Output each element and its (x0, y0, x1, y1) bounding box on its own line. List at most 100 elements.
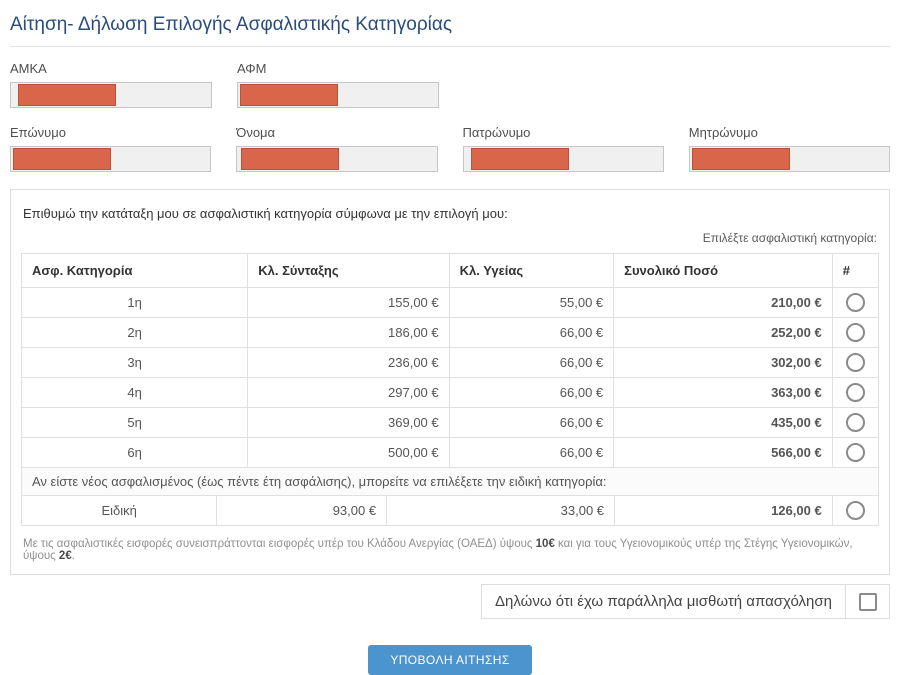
title-divider (10, 46, 890, 47)
pension-cell: 155,00 € (247, 287, 450, 318)
note-text: . (71, 550, 75, 562)
col-header-total: Συνολικό Ποσό (613, 253, 833, 288)
pension-cell: 297,00 € (247, 377, 450, 408)
total-cell: 302,00 € (613, 347, 833, 378)
category-cell: 6η (20, 437, 249, 468)
radio-cell (831, 407, 880, 438)
declaration-checkbox-cell (845, 585, 889, 618)
special-table-row: Ειδική 93,00 € 33,00 € 126,00 € (20, 495, 880, 526)
note-text: και για τους Υγειονομικούς υπέρ της Στέγ… (23, 538, 853, 562)
afm-input[interactable] (237, 82, 439, 108)
contributions-note: Με τις ασφαλιστικές εισφορές συνεισπράττ… (21, 526, 879, 562)
redacted-value (241, 148, 340, 170)
panel-intro-text: Επιθυμώ την κατάταξη μου σε ασφαλιστική … (23, 206, 508, 221)
select-category-hint: Επιλέξτε ασφαλιστική κατηγορία: (702, 231, 877, 245)
col-header-category: Ασφ. Κατηγορία (20, 253, 249, 288)
declaration-row: Δηλώνω ότι έχω παράλληλα μισθωτή απασχόλ… (10, 584, 890, 619)
declaration-box: Δηλώνω ότι έχω παράλληλα μισθωτή απασχόλ… (480, 584, 890, 619)
pension-cell: 236,00 € (247, 347, 450, 378)
special-category-table: Αν είστε νέος ασφαλισμένος (έως πέντε έτ… (20, 467, 880, 526)
amka-input[interactable] (10, 82, 212, 108)
redacted-value (13, 148, 111, 170)
field-surname: Επώνυμο (10, 125, 212, 172)
pension-cell: 186,00 € (247, 317, 450, 348)
category-radio-5[interactable] (845, 413, 865, 432)
category-radio-3[interactable] (845, 353, 865, 372)
field-amka: ΑΜΚΑ (10, 61, 212, 108)
category-cell: 2η (20, 317, 249, 348)
table-row: 2η 186,00 € 66,00 € 252,00 € (20, 317, 880, 348)
field-row-names: Επώνυμο Όνομα Πατρώνυμο Μητρώνυμο (10, 125, 890, 172)
total-cell: 363,00 € (613, 377, 833, 408)
table-header-row: Ασφ. Κατηγορία Κλ. Σύνταξης Κλ. Υγείας Σ… (20, 253, 880, 288)
health-cell: 55,00 € (448, 287, 615, 318)
field-label: ΑΦΜ (237, 61, 267, 76)
field-afm: ΑΦΜ (237, 61, 439, 108)
note-text: Με τις ασφαλιστικές εισφορές συνεισπράττ… (23, 538, 536, 550)
category-table: Ασφ. Κατηγορία Κλ. Σύνταξης Κλ. Υγείας Σ… (20, 253, 880, 468)
radio-cell (831, 347, 880, 378)
total-cell: 435,00 € (613, 407, 833, 438)
radio-cell (831, 317, 880, 348)
category-radio-2[interactable] (845, 323, 865, 342)
field-label: Επώνυμο (10, 125, 66, 140)
field-label: ΑΜΚΑ (10, 61, 47, 76)
note-amount-stegi: 2€ (58, 550, 72, 562)
category-radio-4[interactable] (845, 383, 865, 402)
col-header-pension: Κλ. Σύνταξης (247, 253, 450, 288)
field-label: Πατρώνυμο (462, 125, 531, 140)
redacted-value (691, 148, 790, 170)
firstname-input[interactable] (236, 146, 438, 172)
health-cell: 66,00 € (448, 437, 615, 468)
health-cell: 66,00 € (448, 377, 615, 408)
pension-cell: 369,00 € (247, 407, 450, 438)
total-cell: 566,00 € (613, 437, 833, 468)
special-note-text: Αν είστε νέος ασφαλισμένος (έως πέντε έτ… (21, 467, 879, 496)
redacted-value (240, 84, 338, 106)
table-row: 1η 155,00 € 55,00 € 210,00 € (20, 287, 880, 318)
page-title: Αίτηση- Δήλωση Επιλογής Ασφαλιστικής Κατ… (10, 14, 453, 35)
table-row: 5η 369,00 € 66,00 € 435,00 € (20, 407, 880, 438)
category-radio-1[interactable] (845, 293, 865, 312)
total-cell: 252,00 € (613, 317, 833, 348)
col-header-health: Κλ. Υγείας (448, 253, 615, 288)
special-note-row: Αν είστε νέος ασφαλισμένος (έως πέντε έτ… (21, 467, 879, 496)
field-label: Μητρώνυμο (688, 125, 758, 140)
radio-cell (831, 287, 880, 318)
category-cell: 1η (20, 287, 249, 318)
declaration-label: Δηλώνω ότι έχω παράλληλα μισθωτή απασχόλ… (494, 593, 832, 610)
table-row: 3η 236,00 € 66,00 € 302,00 € (20, 347, 880, 378)
category-cell: 3η (20, 347, 249, 378)
field-fathername: Πατρώνυμο (462, 125, 664, 172)
table-row: 6η 500,00 € 66,00 € 566,00 € (20, 437, 880, 468)
note-amount-oaed: 10€ (535, 538, 555, 550)
pension-cell: 500,00 € (247, 437, 450, 468)
parallel-employment-checkbox[interactable] (858, 592, 877, 611)
field-firstname: Όνομα (236, 125, 438, 172)
category-cell: Ειδική (20, 495, 218, 526)
radio-cell (831, 437, 880, 468)
category-radio-6[interactable] (845, 443, 865, 462)
field-label: Όνομα (236, 125, 276, 140)
fathername-input[interactable] (462, 146, 664, 172)
health-cell: 33,00 € (386, 495, 616, 526)
total-cell: 210,00 € (613, 287, 833, 318)
health-cell: 66,00 € (448, 407, 615, 438)
table-row: 4η 297,00 € 66,00 € 363,00 € (20, 377, 880, 408)
radio-cell (831, 377, 880, 408)
category-cell: 4η (20, 377, 249, 408)
category-cell: 5η (20, 407, 249, 438)
health-cell: 66,00 € (448, 347, 615, 378)
redacted-value (470, 148, 569, 170)
surname-input[interactable] (10, 146, 212, 172)
pension-cell: 93,00 € (216, 495, 388, 526)
category-panel: Επιθυμώ την κατάταξη μου σε ασφαλιστική … (10, 189, 890, 575)
radio-cell (831, 495, 880, 526)
total-cell: 126,00 € (614, 495, 833, 526)
mothername-input[interactable] (688, 146, 890, 172)
field-row-ids: ΑΜΚΑ ΑΦΜ (10, 61, 890, 108)
redacted-value (18, 84, 116, 106)
col-header-select: # (831, 253, 880, 288)
category-radio-special[interactable] (845, 501, 865, 520)
